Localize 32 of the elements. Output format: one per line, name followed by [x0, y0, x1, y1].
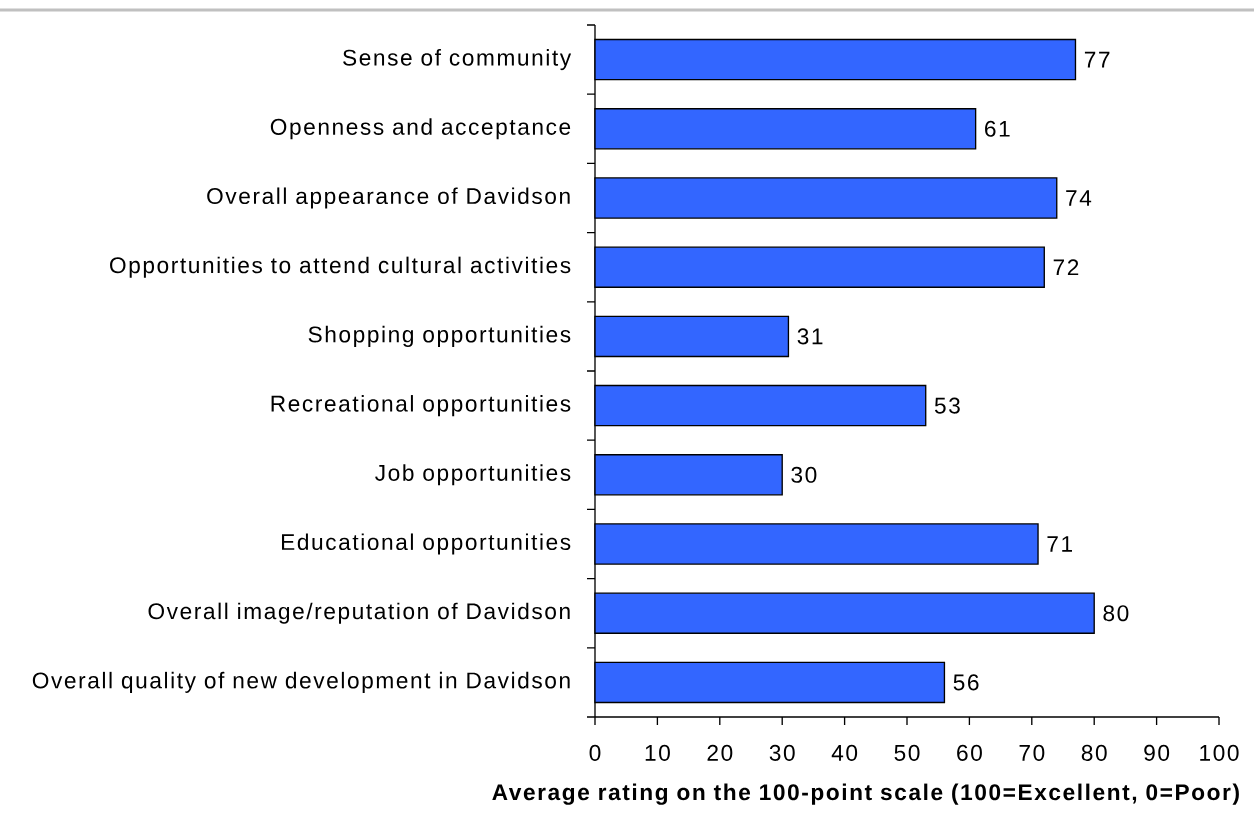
- x-tick-label: 80: [1081, 744, 1107, 761]
- x-tick-label: 70: [1019, 744, 1045, 761]
- y-tick-label: Overall image/reputation of Davidson: [148, 602, 570, 624]
- data-label: 31: [797, 328, 823, 345]
- y-tick-label: Shopping opportunities: [308, 325, 571, 347]
- data-label: 53: [934, 397, 960, 414]
- data-label: 80: [1103, 605, 1129, 622]
- data-label: 74: [1066, 190, 1092, 206]
- y-tick-label: Overall appearance of Davidson: [207, 187, 570, 209]
- y-tick-label: Recreational opportunities: [271, 395, 571, 417]
- y-tick-label: Opportunities to attend cultural activities: [110, 256, 571, 278]
- x-tick-label: 90: [1144, 744, 1170, 761]
- y-tick-label: Job opportunities: [375, 464, 571, 486]
- x-tick-label: 30: [769, 744, 795, 761]
- x-tick-label: 100: [1200, 744, 1239, 761]
- y-tick-label: Openness and acceptance: [270, 118, 571, 140]
- data-label: 77: [1084, 51, 1110, 68]
- data-label: 56: [953, 674, 979, 691]
- x-tick-label: 40: [831, 744, 858, 761]
- x-tick-label: 50: [894, 744, 920, 761]
- data-label: 71: [1047, 536, 1072, 552]
- y-tick-label: Sense of community: [343, 49, 572, 71]
- y-tick-label: Overall quality of new development in Davidson: [32, 671, 570, 693]
- data-label: 30: [791, 466, 817, 483]
- x-tick-label: 0: [589, 744, 601, 761]
- x-tick-label: 20: [707, 744, 733, 761]
- y-tick-label: Educational opportunities: [282, 533, 571, 555]
- x-axis-title: Average rating on the 100-point scale (100=Excellent, 0=Poor): [492, 783, 1239, 805]
- x-tick-label: 60: [957, 744, 982, 761]
- data-label: 61: [985, 120, 1010, 137]
- data-label: 72: [1053, 259, 1079, 276]
- x-tick-label: 10: [645, 744, 670, 761]
